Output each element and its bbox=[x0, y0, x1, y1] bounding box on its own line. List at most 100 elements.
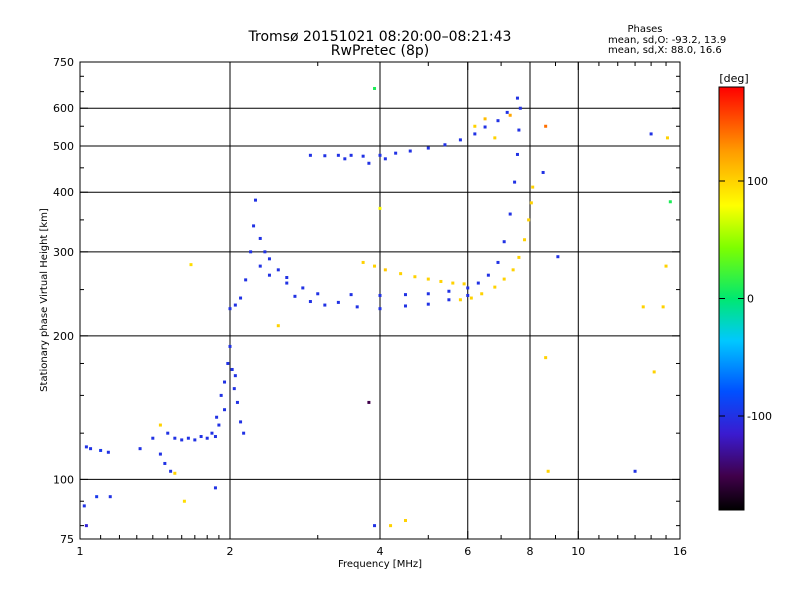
x-tick-label: 2 bbox=[227, 545, 234, 558]
y-tick-label: 100 bbox=[53, 473, 74, 486]
data-point bbox=[447, 289, 451, 293]
y-tick-label: 500 bbox=[53, 140, 74, 153]
data-point bbox=[383, 157, 387, 161]
data-point bbox=[426, 146, 430, 150]
data-point bbox=[389, 524, 393, 528]
data-point bbox=[189, 263, 193, 267]
data-point bbox=[210, 431, 214, 435]
data-point bbox=[480, 292, 484, 296]
data-point bbox=[508, 212, 512, 216]
data-point bbox=[546, 469, 550, 473]
data-point bbox=[252, 224, 256, 228]
data-point bbox=[82, 504, 86, 508]
data-point bbox=[447, 298, 451, 302]
colorbar-tick-label: -100 bbox=[747, 410, 772, 423]
data-point bbox=[502, 240, 506, 244]
data-point bbox=[258, 264, 262, 268]
data-point bbox=[493, 285, 497, 289]
colorbar-tick-label: 100 bbox=[747, 175, 768, 188]
data-point bbox=[223, 408, 227, 412]
chart-subtitle: RwPretec (8p) bbox=[331, 43, 429, 59]
data-point bbox=[158, 452, 162, 456]
data-point bbox=[493, 136, 497, 140]
chart-title: Tromsø 20151021 08:20:00–08:21:43 bbox=[248, 29, 512, 45]
data-point bbox=[249, 250, 253, 254]
data-point bbox=[403, 293, 407, 297]
data-point bbox=[158, 423, 162, 427]
data-point bbox=[476, 281, 480, 285]
data-point bbox=[163, 461, 167, 465]
data-point bbox=[151, 436, 155, 440]
data-point bbox=[316, 292, 320, 296]
data-point bbox=[544, 356, 548, 360]
phases-x-stats: mean, sd,X: 88.0, 16.6 bbox=[608, 45, 722, 56]
y-tick-label: 400 bbox=[53, 186, 74, 199]
data-point bbox=[665, 136, 669, 140]
data-point bbox=[95, 495, 99, 499]
data-point bbox=[556, 255, 560, 259]
data-point bbox=[531, 185, 535, 189]
data-point bbox=[84, 445, 88, 449]
data-point bbox=[515, 96, 519, 100]
data-point bbox=[668, 200, 672, 204]
data-point bbox=[258, 236, 262, 240]
data-point bbox=[308, 153, 312, 157]
data-point bbox=[308, 300, 312, 304]
data-point bbox=[399, 272, 403, 276]
data-point bbox=[413, 275, 417, 279]
data-point bbox=[242, 431, 246, 435]
data-point bbox=[378, 153, 382, 157]
data-point bbox=[138, 447, 142, 451]
data-point bbox=[301, 286, 305, 290]
data-point bbox=[228, 344, 232, 348]
data-point bbox=[518, 106, 522, 110]
data-point bbox=[367, 400, 371, 404]
data-point bbox=[106, 450, 110, 454]
data-point bbox=[173, 471, 177, 475]
data-point bbox=[215, 415, 219, 419]
data-point bbox=[217, 423, 221, 427]
data-point bbox=[486, 273, 490, 277]
x-tick-label: 6 bbox=[464, 545, 471, 558]
data-point bbox=[529, 201, 533, 205]
data-point bbox=[233, 303, 237, 307]
data-point bbox=[293, 294, 297, 298]
data-point bbox=[219, 393, 223, 397]
data-point bbox=[226, 361, 230, 365]
data-point bbox=[523, 238, 527, 242]
data-point bbox=[193, 438, 197, 442]
data-point bbox=[285, 281, 289, 285]
data-point bbox=[378, 307, 382, 311]
data-point bbox=[527, 218, 531, 222]
data-point bbox=[508, 113, 512, 117]
data-point bbox=[285, 276, 289, 280]
data-point bbox=[355, 305, 359, 309]
data-point bbox=[403, 519, 407, 523]
data-point bbox=[213, 486, 217, 490]
data-point bbox=[349, 293, 353, 297]
grid-lines bbox=[80, 62, 680, 539]
data-point bbox=[426, 302, 430, 306]
data-point bbox=[426, 292, 430, 296]
data-point bbox=[223, 380, 227, 384]
data-point bbox=[89, 447, 93, 451]
data-point bbox=[378, 206, 382, 210]
data-point bbox=[466, 286, 470, 290]
data-point bbox=[458, 138, 462, 142]
data-point bbox=[466, 293, 470, 297]
data-point bbox=[517, 128, 521, 132]
y-tick-label: 750 bbox=[53, 56, 74, 69]
data-point bbox=[496, 260, 500, 264]
data-point bbox=[323, 303, 327, 307]
x-tick-label: 4 bbox=[377, 545, 384, 558]
phases-header: Phases bbox=[627, 24, 662, 35]
data-point bbox=[541, 170, 545, 174]
colorbar-tick-label: 0 bbox=[747, 293, 754, 306]
data-point bbox=[661, 305, 665, 309]
data-point bbox=[228, 307, 232, 311]
data-point bbox=[458, 298, 462, 302]
data-point bbox=[426, 277, 430, 281]
data-point bbox=[263, 250, 267, 254]
data-point bbox=[408, 149, 412, 153]
